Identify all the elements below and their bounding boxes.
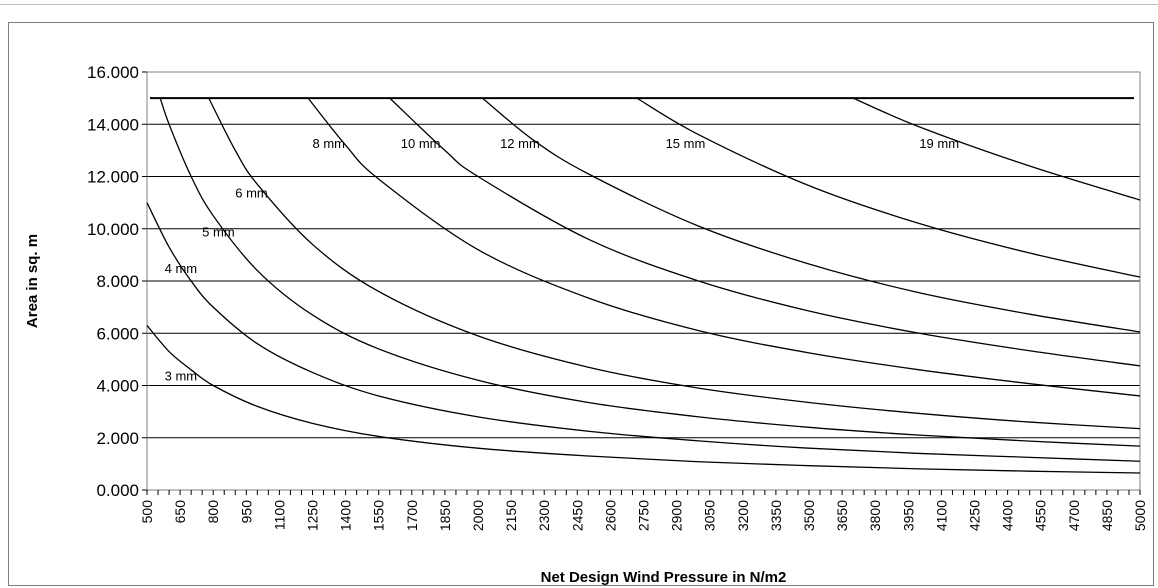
x-tick-label: 3950 xyxy=(900,500,916,531)
x-tick-label: 1850 xyxy=(437,500,453,531)
curve-12-mm xyxy=(481,97,1141,333)
y-tick-label: 0.000 xyxy=(96,481,139,500)
curve-label: 15 mm xyxy=(666,136,706,151)
y-tick-label: 2.000 xyxy=(96,429,139,448)
x-tick-label: 650 xyxy=(172,500,188,524)
x-axis-title: Net Design Wind Pressure in N/m2 xyxy=(541,569,787,586)
y-tick-label: 16.000 xyxy=(87,63,139,82)
curve-19-mm xyxy=(852,97,1141,201)
x-tick-label: 1700 xyxy=(404,500,420,531)
y-tick-label: 8.000 xyxy=(96,272,139,291)
x-tick-label: 1400 xyxy=(338,500,354,531)
curve-15-mm xyxy=(636,97,1141,278)
y-tick-label: 6.000 xyxy=(96,324,139,343)
curve-label: 6 mm xyxy=(235,185,268,200)
x-tick-label: 4100 xyxy=(933,500,949,531)
x-tick-label: 5000 xyxy=(1132,500,1148,531)
x-tick-label: 950 xyxy=(238,500,254,524)
curve-5-mm xyxy=(159,97,1141,447)
curve-6-mm xyxy=(208,97,1141,430)
curve-3-mm xyxy=(146,324,1141,474)
x-tick-label: 3500 xyxy=(801,500,817,531)
x-tick-label: 4400 xyxy=(1000,500,1016,531)
curve-label: 19 mm xyxy=(919,136,959,151)
x-tick-label: 2000 xyxy=(470,500,486,531)
x-tick-label: 3200 xyxy=(735,500,751,531)
curve-label: 4 mm xyxy=(165,261,198,276)
x-tick-label: 4850 xyxy=(1099,500,1115,531)
y-tick-label: 14.000 xyxy=(87,115,139,134)
curve-10-mm xyxy=(389,97,1141,367)
x-axis-ticks: 500 650 800 950 1100 1250 1400 1550 1700 1850 2000… xyxy=(139,490,1148,531)
x-tick-label: 800 xyxy=(205,500,221,524)
x-tick-label: 500 xyxy=(139,500,155,524)
x-tick-label: 2750 xyxy=(636,500,652,531)
curve-label: 12 mm xyxy=(500,136,540,151)
x-tick-label: 2150 xyxy=(503,500,519,531)
x-tick-label: 2300 xyxy=(536,500,552,531)
curve-label: 8 mm xyxy=(313,136,346,151)
x-tick-label: 3050 xyxy=(702,500,718,531)
curve-8-mm xyxy=(307,97,1141,397)
curve-label: 5 mm xyxy=(202,225,235,240)
y-tick-label: 4.000 xyxy=(96,377,139,396)
curve-label: 3 mm xyxy=(165,368,198,383)
x-tick-label: 3650 xyxy=(834,500,850,531)
y-axis-title: Area in sq. m xyxy=(24,234,41,328)
x-tick-label: 1100 xyxy=(271,500,287,530)
x-tick-label: 2900 xyxy=(669,500,685,531)
x-tick-label: 1550 xyxy=(371,500,387,531)
x-tick-label: 1250 xyxy=(305,500,321,531)
x-tick-label: 3800 xyxy=(867,500,883,531)
y-tick-label: 12.000 xyxy=(87,168,139,187)
gridlines xyxy=(147,123,1140,439)
curve-labels: 3 mm 4 mm 5 mm 6 mm 8 mm 10 mm 12 mm 15 mm 19 mm xyxy=(165,136,959,384)
y-axis-ticks: 0.000 2.000 4.000 6.000 8.000 10.000 12.000 14.… xyxy=(87,63,147,500)
x-tick-label: 4250 xyxy=(967,500,983,531)
top-border-line xyxy=(0,4,1158,5)
curve-4-mm xyxy=(146,202,1141,462)
curves xyxy=(146,97,1141,474)
x-tick-label: 4700 xyxy=(1066,500,1082,531)
x-tick-label: 3350 xyxy=(768,500,784,531)
x-tick-label: 4550 xyxy=(1033,500,1049,531)
x-tick-label: 2600 xyxy=(602,500,618,531)
x-tick-label: 2450 xyxy=(569,500,585,531)
curve-label: 10 mm xyxy=(401,136,441,151)
y-tick-label: 10.000 xyxy=(87,220,139,239)
